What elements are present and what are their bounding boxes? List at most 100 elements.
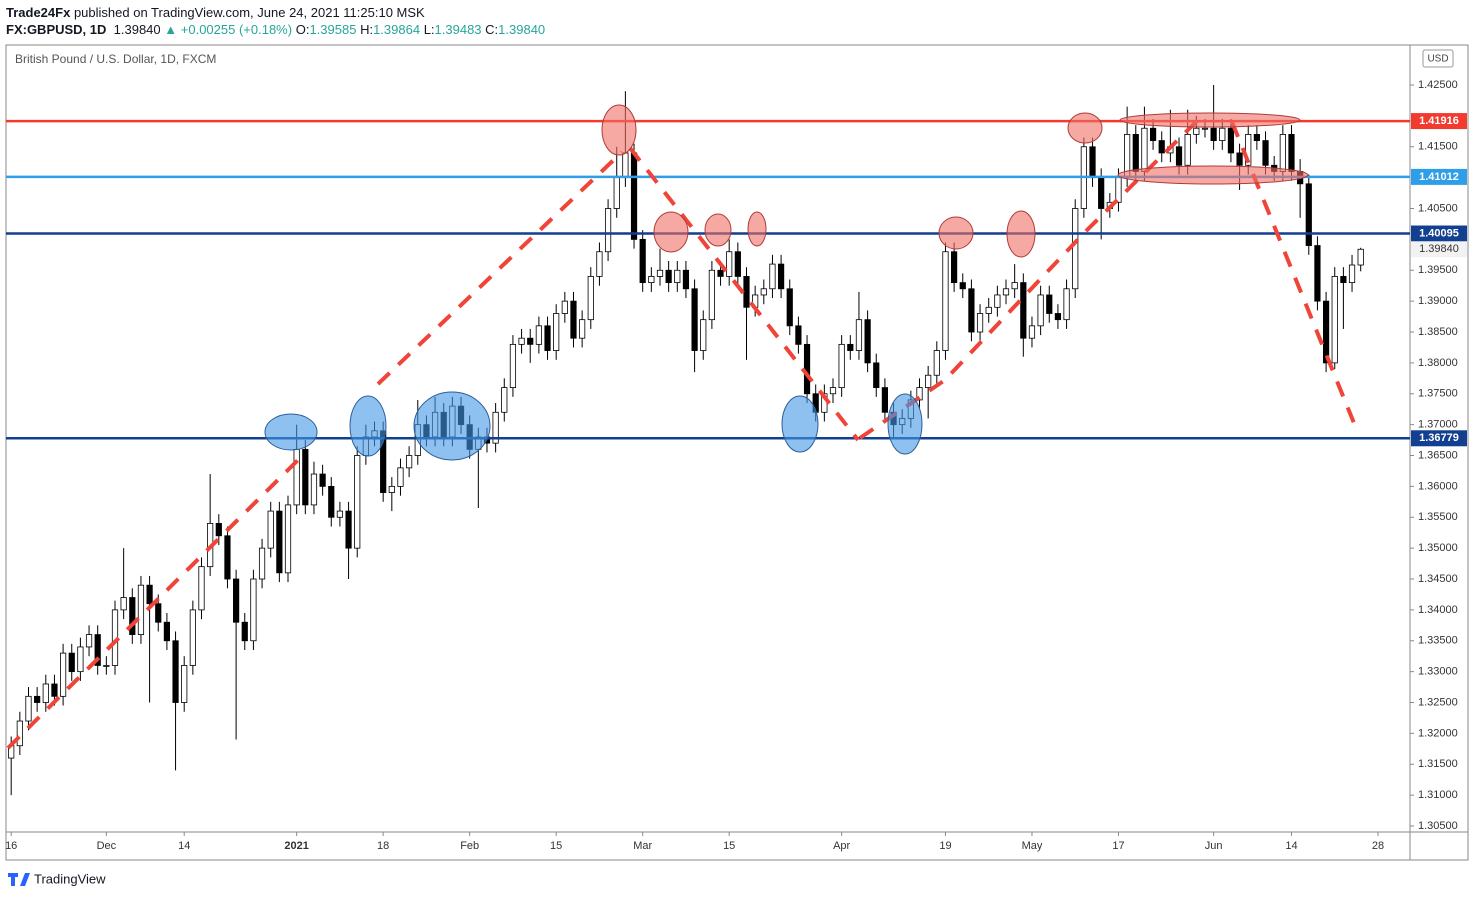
last-price-label: 1.39840	[1419, 243, 1459, 255]
brand: TradingView	[34, 871, 106, 886]
candle-body	[717, 269, 724, 277]
candle-body	[916, 387, 923, 401]
ellipse	[264, 413, 318, 451]
level-label-box	[1411, 113, 1467, 130]
x-tick-label: Apr	[833, 840, 850, 852]
ellipse	[1067, 112, 1103, 144]
change: +0.00255 (+0.18%)	[180, 22, 293, 37]
candle-body	[328, 485, 335, 518]
publisher: Trade24Fx	[6, 5, 71, 20]
chart-title: British Pound / U.S. Dollar, 1D, FXCM	[15, 52, 216, 66]
candle-body	[1322, 300, 1330, 364]
candle-body	[1340, 276, 1347, 284]
candle-body	[1184, 134, 1191, 166]
candle-body	[1193, 127, 1200, 135]
candle-body	[951, 251, 958, 284]
y-tick-label: 1.38500	[1418, 326, 1458, 338]
candle-body	[630, 152, 638, 240]
candle-body	[994, 294, 1001, 308]
candle-body	[1063, 288, 1070, 321]
x-tick-label: 15	[550, 840, 562, 852]
candle-body	[700, 319, 707, 351]
ellipse	[1117, 165, 1309, 185]
candle-body	[189, 609, 196, 666]
candle-body	[561, 300, 568, 314]
candle-body	[181, 665, 188, 703]
y-tick-label: 1.32000	[1418, 727, 1458, 739]
ellipse	[747, 211, 767, 247]
x-tick-label: 19	[939, 840, 951, 852]
candle-body	[1072, 208, 1079, 290]
ellipse	[653, 211, 689, 253]
ellipse	[887, 393, 923, 455]
candle-body	[1348, 264, 1356, 284]
candle-body	[1262, 140, 1269, 166]
candle-body	[933, 350, 940, 376]
candle-body	[302, 448, 309, 506]
y-tick-label: 1.40500	[1418, 202, 1458, 214]
y-tick-label: 1.37000	[1418, 419, 1458, 431]
header: Trade24Fx published on TradingView.com, …	[6, 4, 545, 38]
last-price-box	[1411, 241, 1467, 258]
ellipse	[1119, 112, 1301, 128]
candle-body	[284, 504, 292, 574]
candle-body	[1175, 146, 1183, 166]
candle-body	[345, 510, 352, 549]
x-tick-label: 2021	[284, 840, 308, 852]
candle-body	[726, 251, 733, 277]
x-tick-label: 15	[723, 840, 735, 852]
y-tick-label: 1.36500	[1418, 449, 1458, 461]
candle-body	[1115, 177, 1122, 203]
candle-body	[198, 566, 205, 611]
level-label: 1.40095	[1419, 227, 1459, 239]
candle-body	[85, 634, 93, 648]
y-tick-label: 1.39000	[1418, 295, 1458, 307]
ohlc: O:1.39585 H:1.39864 L:1.39483 C:1.39840	[296, 22, 545, 37]
candle-body	[665, 269, 672, 284]
trend-line	[628, 146, 860, 442]
candle-body	[604, 208, 612, 253]
candle-body	[527, 337, 534, 345]
candle-body	[336, 510, 344, 518]
candle-body	[1201, 127, 1209, 130]
y-tick-label: 1.35000	[1418, 542, 1458, 554]
candle-body	[293, 448, 300, 506]
candle-body	[1331, 276, 1338, 364]
candle-body	[1011, 282, 1018, 290]
axes: 1.30500 1.31000 1.31500 1.32000 1.32500 1.330…	[5, 79, 1458, 852]
candle-body	[94, 634, 101, 666]
candle-body	[492, 411, 499, 444]
x-tick-label: Mar	[633, 840, 652, 852]
candle-body	[959, 282, 966, 290]
x-tick-label: 28	[1372, 840, 1384, 852]
candle-body	[864, 319, 871, 364]
candle-body	[42, 683, 49, 703]
candle-body	[137, 584, 145, 635]
candle-body	[103, 665, 110, 667]
drawings	[6, 116, 1360, 750]
candle-body	[622, 152, 629, 179]
x-tick-label: Feb	[460, 840, 479, 852]
y-tick-label: 1.42500	[1418, 79, 1458, 91]
candle-body	[215, 523, 222, 537]
x-tick-label: May	[1022, 840, 1043, 852]
candle-body	[734, 251, 741, 277]
candle-body	[985, 306, 992, 314]
candle-body	[34, 695, 41, 703]
candle-body	[224, 535, 231, 580]
candle-body	[319, 473, 326, 487]
candle-body	[1357, 248, 1364, 266]
candle-body	[518, 337, 525, 345]
y-tick-label: 1.36000	[1418, 480, 1458, 492]
x-tick-label: 14	[178, 840, 190, 852]
ohlc-value: 1.39840	[498, 22, 546, 37]
candle-body	[976, 313, 984, 333]
candle-body	[968, 288, 975, 333]
candle-body	[1132, 134, 1139, 172]
candle-body	[1210, 127, 1217, 141]
candle-body	[406, 455, 413, 469]
ellipse	[1006, 210, 1036, 258]
ohlc-label: O:	[295, 22, 310, 37]
